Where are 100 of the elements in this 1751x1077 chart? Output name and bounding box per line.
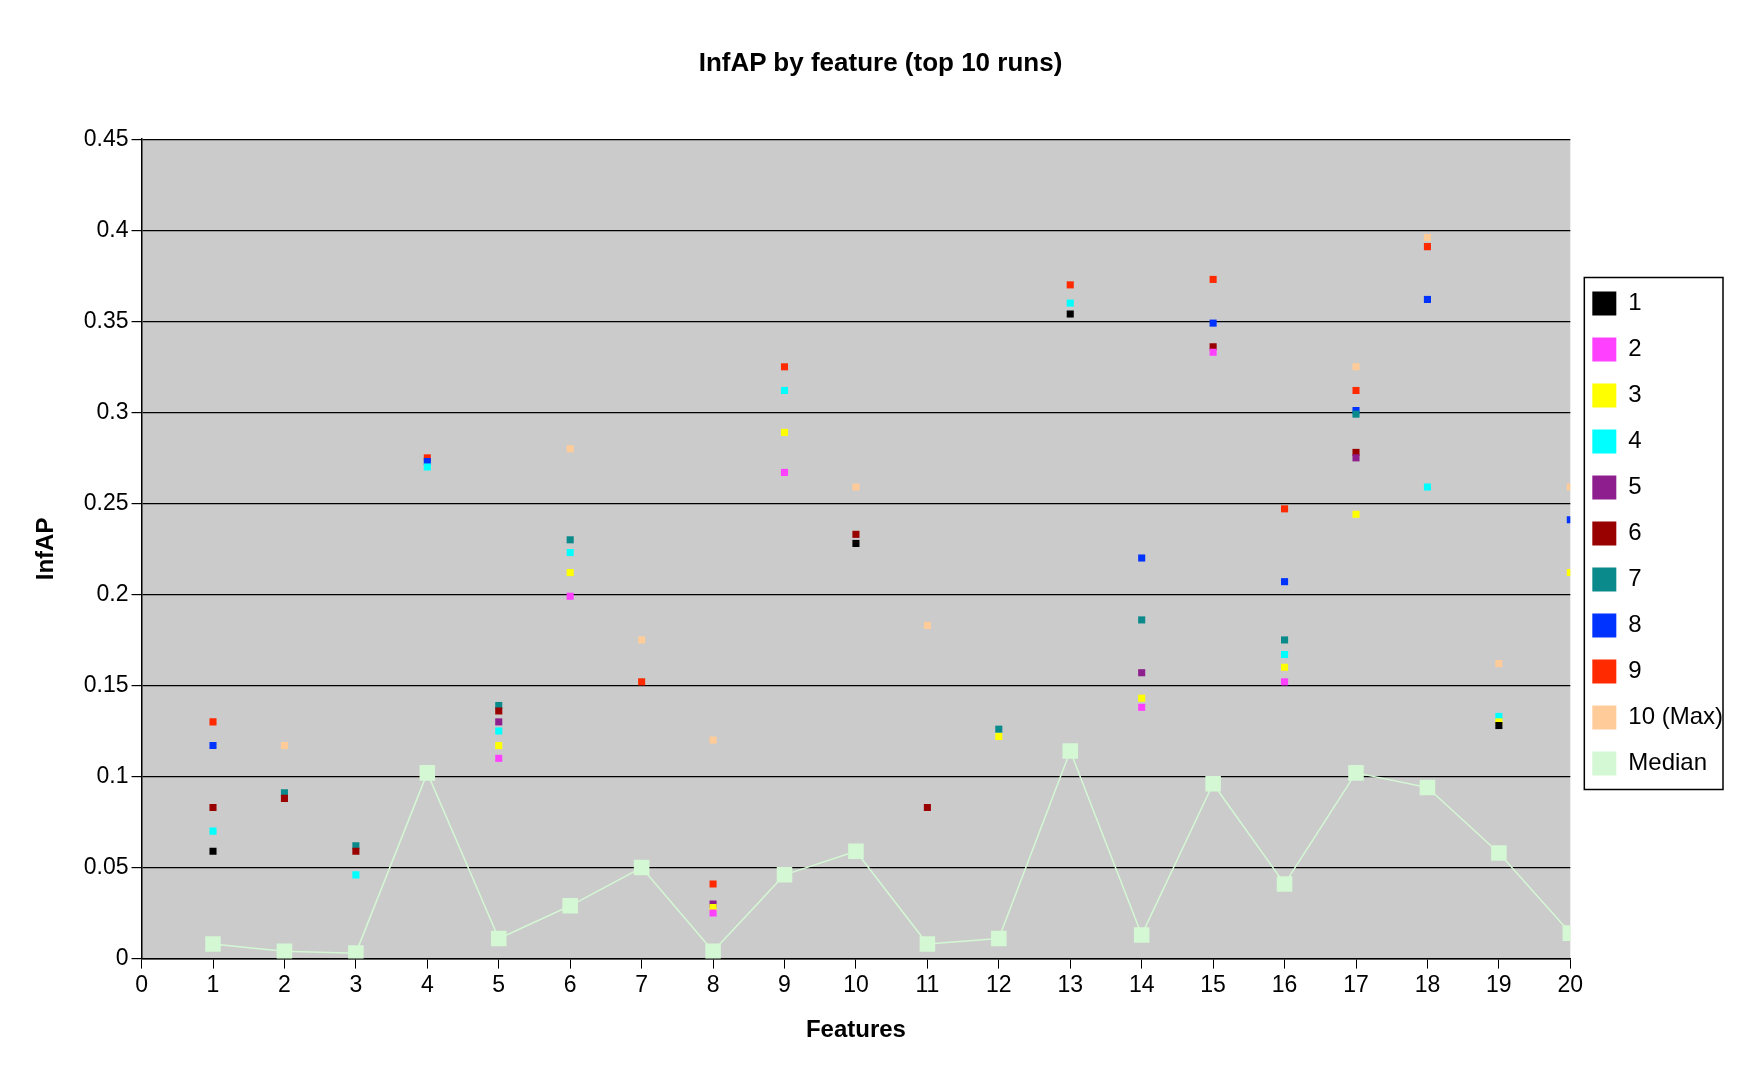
x-tick-label: 20 [1557, 970, 1584, 997]
point [638, 636, 646, 644]
point [709, 880, 717, 888]
y-tick-label: 0.2 [96, 579, 129, 606]
x-tick-label: 17 [1343, 970, 1369, 997]
point [709, 736, 717, 744]
point [705, 943, 721, 959]
point [1419, 779, 1436, 796]
chart-title: InfAP by feature (top 10 runs) [698, 46, 1063, 77]
point [1138, 694, 1146, 702]
point [495, 718, 503, 726]
point [495, 754, 503, 762]
point [209, 847, 217, 855]
point [566, 569, 574, 577]
point [1209, 348, 1217, 356]
point [1352, 510, 1360, 518]
legend-label: 2 [1628, 334, 1642, 362]
point [1423, 233, 1431, 242]
point [1066, 281, 1074, 289]
point [1281, 505, 1289, 513]
legend-label: 6 [1628, 518, 1642, 546]
point [1491, 845, 1507, 861]
y-tick-label: 0.45 [83, 124, 129, 151]
x-tick-label: 15 [1200, 970, 1226, 997]
point [1352, 454, 1360, 462]
point [276, 943, 293, 959]
x-tick-label: 11 [915, 970, 940, 997]
legend-label: 3 [1628, 380, 1642, 408]
point [776, 867, 793, 883]
x-axis-title: Features [805, 1015, 906, 1043]
x-tick-label: 4 [420, 970, 434, 997]
point [780, 428, 789, 436]
point [1423, 483, 1431, 491]
x-tick-label: 1 [206, 970, 220, 997]
point [419, 765, 436, 781]
legend-label: 7 [1628, 564, 1642, 592]
point [348, 945, 364, 959]
point [495, 727, 503, 735]
point [1138, 703, 1146, 711]
point [490, 930, 507, 947]
point [1423, 295, 1431, 303]
point [848, 843, 864, 859]
point [280, 742, 288, 750]
x-tick-label: 9 [778, 970, 791, 997]
point [709, 909, 717, 917]
point [566, 549, 574, 557]
x-tick-label: 6 [563, 970, 577, 997]
point [566, 592, 574, 600]
x-tick-label: 8 [706, 970, 720, 997]
point [1209, 275, 1217, 283]
point [1348, 765, 1364, 781]
legend-label: 9 [1628, 656, 1642, 684]
point [1205, 776, 1221, 792]
point [205, 936, 221, 952]
point [1423, 243, 1431, 251]
point [1209, 319, 1217, 327]
point [923, 803, 931, 811]
y-tick-label: 0.35 [83, 306, 129, 333]
point [923, 621, 931, 629]
x-tick-label: 7 [635, 970, 649, 997]
x-tick-label: 19 [1486, 970, 1512, 997]
point [852, 539, 860, 547]
point [780, 363, 789, 371]
x-tick-label: 16 [1271, 970, 1298, 997]
legend-label: Median [1628, 748, 1708, 776]
point [495, 707, 503, 715]
point [566, 536, 574, 544]
x-tick-label: 13 [1057, 970, 1084, 997]
point [495, 742, 503, 750]
x-tick-label: 5 [492, 970, 506, 997]
point [780, 468, 789, 476]
x-tick-label: 18 [1414, 970, 1441, 997]
legend-label: 8 [1628, 610, 1642, 638]
legend-label: 10 (Max) [1628, 702, 1723, 730]
point [209, 718, 217, 726]
point [209, 742, 217, 750]
point [352, 847, 360, 855]
y-tick-label: 0.05 [83, 852, 129, 879]
point [1138, 554, 1146, 562]
point [633, 859, 650, 876]
point [991, 930, 1007, 947]
point [1138, 616, 1146, 624]
point [209, 803, 217, 811]
legend-label: 1 [1628, 288, 1642, 316]
point [566, 445, 574, 453]
x-tick-label: 12 [986, 970, 1012, 997]
legend-label: 4 [1628, 426, 1642, 454]
point [1138, 669, 1146, 677]
point [1062, 743, 1079, 759]
y-tick-label: 0.1 [96, 761, 129, 788]
point [852, 530, 860, 538]
point [1066, 310, 1074, 318]
point [995, 732, 1003, 740]
point [852, 483, 860, 491]
y-tick-label: 0.25 [83, 488, 129, 515]
point [1281, 663, 1289, 671]
point [209, 827, 217, 835]
point [780, 386, 789, 395]
x-tick-label: 2 [278, 970, 291, 997]
point [995, 725, 1003, 733]
